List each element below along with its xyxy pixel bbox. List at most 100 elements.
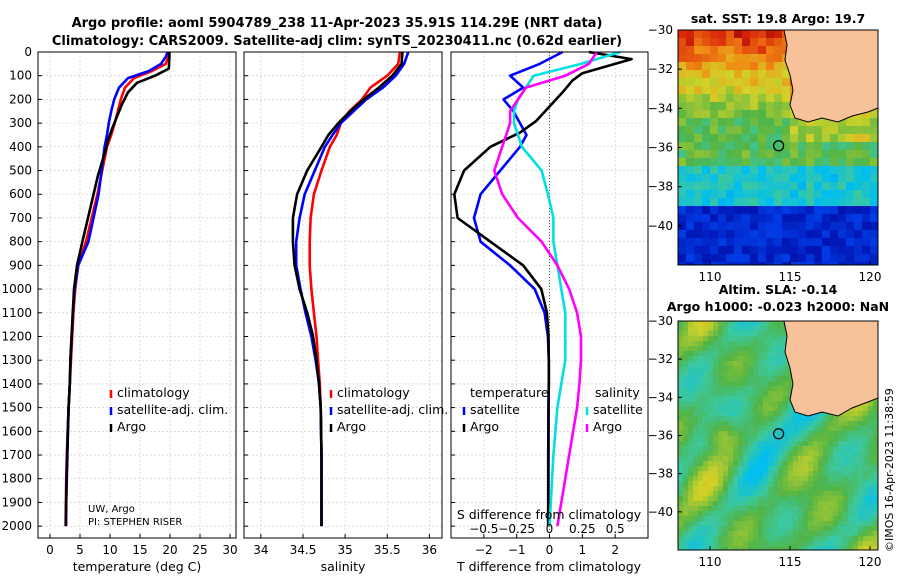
xtick-label: 34.5 xyxy=(290,543,317,557)
sst-profile-marker xyxy=(773,140,785,152)
xtick-label: 15 xyxy=(132,543,147,557)
legend-label: satellite-adj. clim. xyxy=(117,402,228,417)
difference-legend: satellite Argo satellite Argo xyxy=(462,402,643,434)
map-ytick-label: −38 xyxy=(648,467,673,481)
depth-tick-label: 1200 xyxy=(1,329,32,343)
map-xtick-label: 120 xyxy=(859,270,882,284)
legend-temperature-title: temperature xyxy=(470,385,549,400)
depth-tick-label: 0 xyxy=(24,45,32,59)
title-line-2: Climatology: CARS2009. Satellite-adj cli… xyxy=(52,34,622,49)
sst-map-title: sat. SST: 19.8 Argo: 19.7 xyxy=(691,11,865,26)
xtick-label: 30 xyxy=(222,543,237,557)
sst-coastline xyxy=(783,29,879,123)
legend-label: satellite xyxy=(470,402,520,417)
xtick-label: −1 xyxy=(508,543,526,557)
t-difference-xlabel: T difference from climatology xyxy=(456,559,642,574)
temperature-legend: climatology satellite-adj. clim. Argo xyxy=(109,385,228,434)
legend-label: climatology xyxy=(117,385,190,400)
depth-tick-label: 1400 xyxy=(1,377,32,391)
depth-tick-label: 200 xyxy=(9,92,32,106)
depth-tick-label: 1300 xyxy=(1,353,32,367)
map-ytick-label: −40 xyxy=(648,219,673,233)
map-ytick-label: −38 xyxy=(648,180,673,194)
depth-tick-label: 100 xyxy=(9,69,32,83)
depth-tick-label: 2000 xyxy=(1,519,32,533)
difference-line-argo xyxy=(452,50,633,527)
map-ytick-label: −30 xyxy=(648,23,673,37)
depth-tick-label: 900 xyxy=(9,258,32,272)
difference-line-argo-s- xyxy=(492,51,598,527)
map-ytick-label: −32 xyxy=(648,62,673,76)
credit-line-2: PI: STEPHEN RISER xyxy=(88,517,182,528)
s-tick-label: 0 xyxy=(546,522,554,536)
map-xtick-label: 110 xyxy=(699,555,722,569)
sla-map-panel: Altim. SLA: -0.14 Argo h1000: -0.023 h20… xyxy=(648,282,889,569)
legend-label: satellite xyxy=(593,402,643,417)
xtick-label: 2 xyxy=(611,543,619,557)
depth-tick-label: 800 xyxy=(9,235,32,249)
salinity-line-argo xyxy=(291,51,404,527)
map-xtick-label: 115 xyxy=(779,555,802,569)
xtick-label: 5 xyxy=(76,543,84,557)
credit-line-1: UW, Argo xyxy=(88,504,135,515)
depth-tick-label: 1600 xyxy=(1,424,32,438)
depth-tick-label: 500 xyxy=(9,164,32,178)
map-ytick-label: −30 xyxy=(648,314,673,328)
depth-tick-label: 700 xyxy=(9,211,32,225)
xtick-label: 20 xyxy=(162,543,177,557)
xtick-label: 0 xyxy=(46,543,54,557)
legend-label: Argo xyxy=(470,419,499,434)
map-xtick-label: 120 xyxy=(859,555,882,569)
title-line-1: Argo profile: aoml 5904789_238 11-Apr-20… xyxy=(72,16,603,31)
s-tick-label: −0.25 xyxy=(498,522,535,536)
map-ytick-label: −36 xyxy=(648,141,673,155)
sst-map-panel: sat. SST: 19.8 Argo: 19.7 −30 −32 −34 −36 −3… xyxy=(648,11,882,284)
xtick-label: 35 xyxy=(337,543,352,557)
xtick-label: 1 xyxy=(579,543,587,557)
map-xtick-label: 110 xyxy=(699,270,722,284)
depth-tick-label: 1900 xyxy=(1,495,32,509)
depth-tick-label: 1100 xyxy=(1,306,32,320)
depth-tick-label: 1700 xyxy=(1,448,32,462)
difference-panel: −2 −1 0 1 2 −0.5 −0.25 0 0.25 0.5 S difference fr… xyxy=(450,50,649,574)
xtick-label: 10 xyxy=(102,543,117,557)
temperature-panel: 0 5 10 15 20 25 300100200300400500600700800900… xyxy=(1,45,237,574)
sla-profile-marker xyxy=(773,428,785,440)
sla-coastline xyxy=(783,320,879,417)
sla-map-title-2: Argo h1000: -0.023 h2000: NaN xyxy=(667,299,889,314)
salinity-xlabel: salinity xyxy=(321,559,366,574)
legend-label: Argo xyxy=(117,419,146,434)
xtick-label: 35.5 xyxy=(374,543,401,557)
map-ytick-label: −34 xyxy=(648,101,673,115)
temperature-xlabel: temperature (deg C) xyxy=(73,559,202,574)
map-ytick-label: −34 xyxy=(648,390,673,404)
depth-tick-label: 1800 xyxy=(1,472,32,486)
depth-tick-label: 300 xyxy=(9,116,32,130)
depth-tick-label: 600 xyxy=(9,187,32,201)
xtick-label: 25 xyxy=(192,543,207,557)
depth-tick-label: 1000 xyxy=(1,282,32,296)
s-difference-label: S difference from climatology xyxy=(457,507,642,522)
map-xtick-label: 115 xyxy=(779,270,802,284)
salinity-panel: 34 34.5 35 35.5 36 salinity climatology satel… xyxy=(243,51,448,574)
xtick-label: 0 xyxy=(546,543,554,557)
s-tick-label: 0.5 xyxy=(606,522,625,536)
legend-label: satellite-adj. clim. xyxy=(337,402,448,417)
xtick-label: −2 xyxy=(475,543,493,557)
map-ytick-label: −36 xyxy=(648,429,673,443)
legend-label: Argo xyxy=(593,419,622,434)
imos-side-label: ©IMOS 16-Apr-2023 11:38:59 xyxy=(883,388,896,552)
xtick-label: 36 xyxy=(422,543,437,557)
s-tick-label: 0.25 xyxy=(569,522,596,536)
legend-label: climatology xyxy=(337,385,410,400)
map-ytick-label: −40 xyxy=(648,505,673,519)
sla-map-title-1: Altim. SLA: -0.14 xyxy=(719,282,838,297)
s-tick-label: −0.5 xyxy=(469,522,498,536)
depth-tick-label: 1500 xyxy=(1,401,32,415)
salinity-legend: climatology satellite-adj. clim. Argo xyxy=(329,385,448,434)
map-ytick-label: −32 xyxy=(648,352,673,366)
temperature-line-argo xyxy=(64,52,171,527)
legend-label: Argo xyxy=(337,419,366,434)
depth-tick-label: 400 xyxy=(9,140,32,154)
